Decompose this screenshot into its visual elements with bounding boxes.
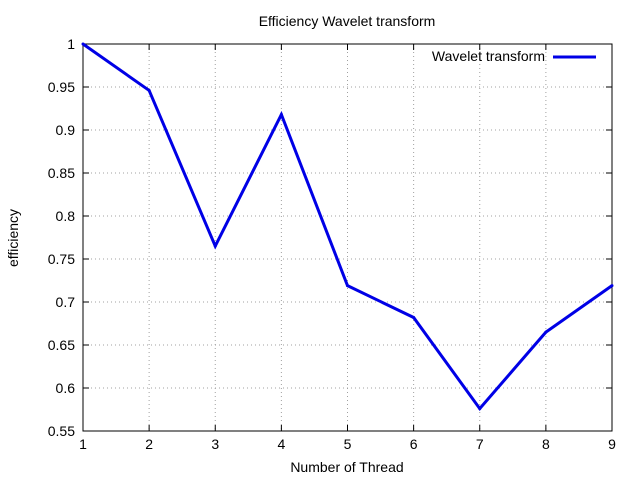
data-point xyxy=(279,113,283,117)
x-tick-label: 8 xyxy=(542,436,550,452)
data-point xyxy=(213,244,217,248)
legend: Wavelet transform xyxy=(432,48,596,64)
y-axis-label: efficiency xyxy=(5,209,21,267)
y-tick-label: 0.85 xyxy=(48,165,75,181)
x-tick-label: 4 xyxy=(277,436,285,452)
x-tick-label: 7 xyxy=(476,436,484,452)
x-tick-label: 2 xyxy=(145,436,153,452)
data-point xyxy=(478,407,482,411)
x-tick-label: 5 xyxy=(344,436,352,452)
x-tick-label: 3 xyxy=(211,436,219,452)
x-tick-label: 9 xyxy=(608,436,616,452)
y-tick-label: 0.8 xyxy=(56,208,76,224)
x-tick-label: 1 xyxy=(79,436,87,452)
x-axis-label: Number of Thread xyxy=(290,459,403,475)
data-point xyxy=(544,330,548,334)
y-tick-label: 0.75 xyxy=(48,251,75,267)
y-tick-label: 0.9 xyxy=(56,122,76,138)
series-line xyxy=(82,42,613,412)
legend-label: Wavelet transform xyxy=(432,48,545,64)
y-tick-label: 0.65 xyxy=(48,337,75,353)
chart-title: Efficiency Wavelet transform xyxy=(259,13,436,29)
data-point xyxy=(81,42,85,46)
data-point xyxy=(147,88,151,92)
tick-layer: 1 2 3 4 5 6 7 8 9 0.55 0.6 0.65 0.7 0.75 0.8 0.85 0.9 0.9… xyxy=(48,36,616,452)
y-tick-label: 0.95 xyxy=(48,79,75,95)
grid-layer xyxy=(83,44,612,431)
data-point xyxy=(346,284,349,288)
series-layer xyxy=(81,42,614,412)
y-tick-label: 1 xyxy=(67,36,75,52)
y-tick-label: 0.6 xyxy=(56,380,76,396)
x-tick-label: 6 xyxy=(410,436,418,452)
data-point xyxy=(412,315,416,319)
y-tick-label: 0.7 xyxy=(56,294,76,310)
data-point xyxy=(610,284,614,288)
y-tick-label: 0.55 xyxy=(48,423,75,439)
